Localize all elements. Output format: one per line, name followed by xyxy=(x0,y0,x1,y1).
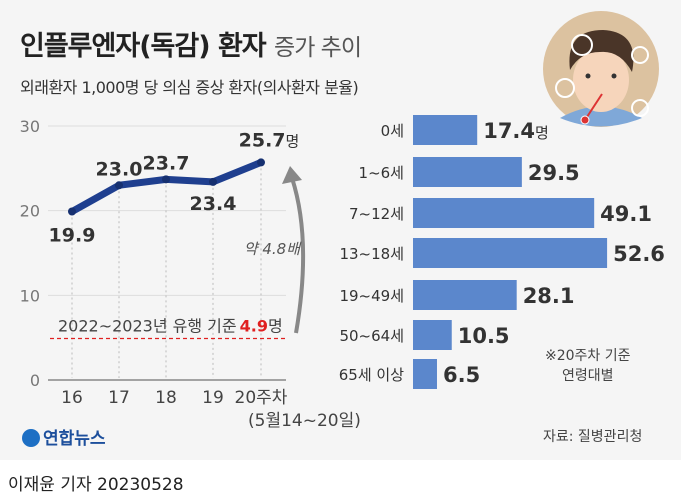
y-tick-label: 30 xyxy=(20,117,40,136)
bar xyxy=(413,115,478,145)
bar-value-label: 52.6 xyxy=(613,242,665,266)
source: 자료: 질병관리청 xyxy=(543,429,643,445)
bar-category-label: 19~49세 xyxy=(339,287,404,305)
data-label: 19.9 xyxy=(49,225,96,247)
bar xyxy=(413,280,517,310)
bar-category-label: 7~12세 xyxy=(349,205,404,223)
data-point xyxy=(162,175,170,184)
bar-category-label: 65세 이상 xyxy=(339,366,404,384)
x-tick-label: 20주차 xyxy=(235,388,288,408)
y-tick-label: 20 xyxy=(20,202,40,221)
arrow-head-icon xyxy=(282,166,302,184)
reporter-credit: 이재윤 기자 20230528 xyxy=(8,475,184,495)
unit: 명 xyxy=(535,124,549,142)
unit: 명 xyxy=(286,132,300,150)
bar-category-label: 0세 xyxy=(381,122,404,140)
bar-category-label: 13~18세 xyxy=(339,245,404,263)
bar-category-label: 1~6세 xyxy=(359,164,404,182)
x-tick-label: 18 xyxy=(155,388,177,408)
bar xyxy=(413,320,452,350)
bar-value-label: 29.5 xyxy=(528,161,580,185)
logo-icon xyxy=(22,429,40,447)
bar xyxy=(413,198,595,228)
data-label: 23.7 xyxy=(143,152,190,174)
bar-value-label: 28.1 xyxy=(523,284,575,308)
illustration-sick-boy-icon xyxy=(543,11,659,127)
bar-value-label: 49.1 xyxy=(600,202,652,226)
bar xyxy=(413,238,608,268)
footer xyxy=(0,460,681,502)
bar-value-label: 6.5 xyxy=(443,363,480,387)
x-tick-label: 17 xyxy=(108,388,130,408)
chart-subtitle: 외래환자 1,000명 당 의심 증상 환자(의사환자 분율) xyxy=(20,78,359,97)
y-tick-label: 0 xyxy=(30,371,40,390)
baseline-value: 4.9 xyxy=(240,317,268,336)
x-tick-label: 19 xyxy=(202,388,224,408)
bar-value-label: 10.5 xyxy=(458,324,510,348)
bar xyxy=(413,157,522,187)
data-label: 25.7명 xyxy=(239,129,300,151)
data-point xyxy=(257,158,265,167)
baseline-label: 2022~2023년 유행 기준 4.9명 xyxy=(58,317,283,336)
baseline-unit: 명 xyxy=(268,317,283,336)
data-point xyxy=(209,177,217,186)
data-point xyxy=(68,207,76,216)
bar-note: ※20주차 기준 연령대별 xyxy=(545,348,631,384)
data-label: 23.4 xyxy=(190,193,237,215)
y-tick-label: 10 xyxy=(20,286,40,305)
ratio-annotation: 약 4.8배 xyxy=(244,240,302,258)
data-label: 23.0 xyxy=(96,158,143,180)
increase-arrow xyxy=(290,177,306,334)
bar-value-label: 17.4명 xyxy=(483,119,549,143)
bar xyxy=(413,359,437,389)
x-sublabel: (5월14~20일) xyxy=(248,411,361,431)
yonhap-logo: 연합뉴스 xyxy=(22,424,106,449)
bar-category-label: 50~64세 xyxy=(339,327,404,345)
data-point xyxy=(115,181,123,190)
bar-chart: 0세 17.4명 1~6세 29.5 7~12세 49.1 13~18세 52.6 19~49세… xyxy=(339,115,665,389)
chart-title: 인플루엔자(독감) 환자 증가 추이 xyxy=(20,31,362,62)
x-tick-label: 16 xyxy=(61,388,83,408)
